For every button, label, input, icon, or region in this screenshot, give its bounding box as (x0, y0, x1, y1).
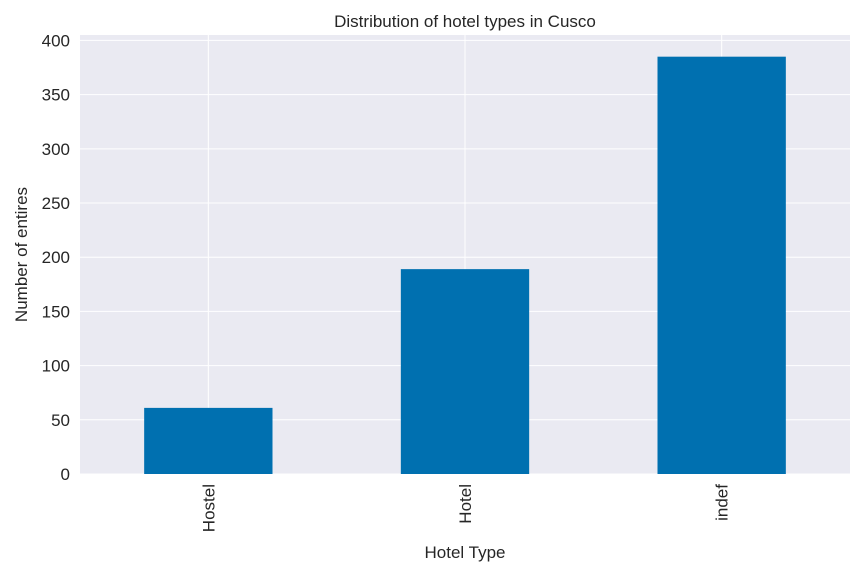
x-tick-label: indef (713, 484, 732, 521)
y-axis-label: Number of entires (12, 187, 31, 322)
chart-title: Distribution of hotel types in Cusco (334, 12, 596, 31)
y-tick-label: 0 (61, 465, 70, 484)
y-tick-label: 150 (42, 302, 70, 321)
bar-indef (657, 56, 786, 474)
y-tick-label: 50 (51, 411, 70, 430)
y-axis-ticks: 0 50 100 150 200 250 300 350 400 (42, 31, 70, 484)
bars (144, 56, 786, 474)
y-tick-label: 250 (42, 194, 70, 213)
x-axis-ticks: Hostel Hotel indef (199, 484, 731, 532)
bar-hostel (144, 407, 273, 474)
x-tick-label: Hostel (199, 484, 218, 532)
x-axis-label: Hotel Type (425, 543, 506, 562)
y-tick-label: 200 (42, 248, 70, 267)
y-tick-label: 400 (42, 31, 70, 50)
bar-hotel (400, 269, 530, 474)
y-tick-label: 300 (42, 140, 70, 159)
x-tick-label: Hotel (456, 484, 475, 524)
y-tick-label: 350 (42, 86, 70, 105)
y-tick-label: 100 (42, 357, 70, 376)
